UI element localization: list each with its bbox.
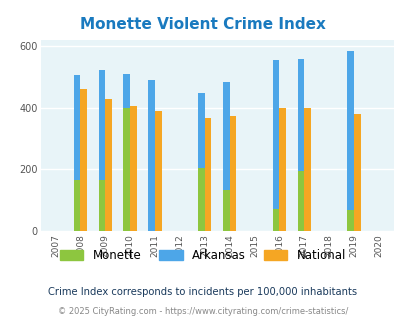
Bar [353,114,360,231]
Bar [222,82,229,231]
Bar [98,180,105,231]
Bar [297,171,303,231]
Bar [123,74,130,231]
Text: Crime Index corresponds to incidents per 100,000 inhabitants: Crime Index corresponds to incidents per… [48,287,357,297]
Bar [272,60,279,231]
Text: © 2025 CityRating.com - https://www.cityrating.com/crime-statistics/: © 2025 CityRating.com - https://www.city… [58,307,347,316]
Bar [105,99,112,231]
Bar [229,116,236,231]
Bar [98,71,105,231]
Bar [279,108,286,231]
Bar [148,80,155,231]
Legend: Monette, Arkansas, National: Monette, Arkansas, National [60,249,345,262]
Bar [130,106,136,231]
Bar [346,51,353,231]
Bar [80,89,87,231]
Bar [222,190,229,231]
Bar [73,180,80,231]
Bar [73,75,80,231]
Bar [346,210,353,231]
Bar [204,118,211,231]
Bar [123,108,130,231]
Bar [198,93,204,231]
Bar [272,210,279,231]
Bar [198,168,204,231]
Bar [297,59,303,231]
Bar [155,111,161,231]
Bar [303,109,310,231]
Text: Monette Violent Crime Index: Monette Violent Crime Index [80,17,325,32]
